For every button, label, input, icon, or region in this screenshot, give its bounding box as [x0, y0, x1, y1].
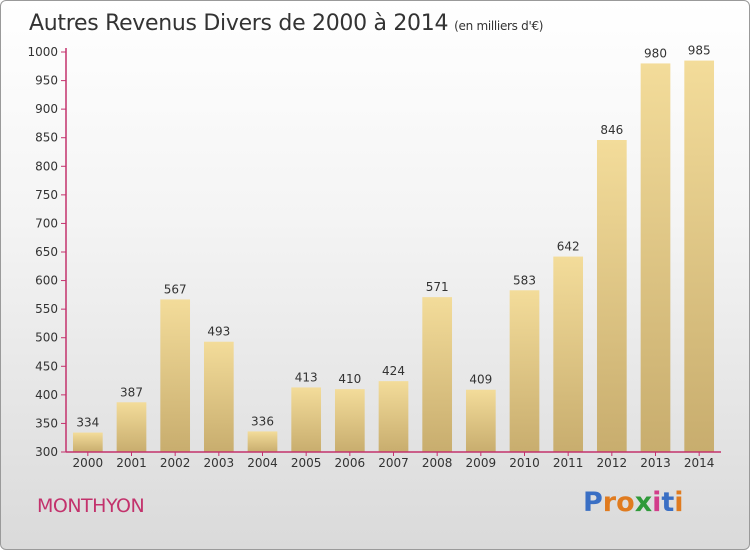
title-text: Autres Revenus Divers de 2000 à 2014 [29, 11, 449, 36]
y-tick-label-700: 700 [35, 216, 58, 230]
logo-letter: i [674, 487, 684, 518]
y-tick-label-400: 400 [35, 388, 58, 402]
bar-2010 [509, 290, 540, 452]
x-tick-label-2000: 2000 [73, 456, 104, 470]
value-label-2010: 583 [513, 273, 536, 287]
value-label-2001: 387 [120, 385, 143, 399]
value-label-2008: 571 [426, 280, 449, 294]
bar-2006 [334, 389, 365, 452]
y-tick-label-550: 550 [35, 302, 58, 316]
value-label-2006: 410 [338, 372, 361, 386]
bar-2013 [640, 63, 671, 453]
y-tick-label-300: 300 [35, 445, 58, 459]
x-tick-label-2005: 2005 [291, 456, 322, 470]
x-tick-label-2008: 2008 [422, 456, 453, 470]
value-label-2013: 980 [644, 46, 667, 60]
logo-letter: o [616, 487, 635, 518]
bar-2011 [553, 256, 584, 452]
x-tick-label-2002: 2002 [160, 456, 191, 470]
x-tick-label-2004: 2004 [247, 456, 278, 470]
bar-2002 [160, 299, 191, 452]
y-tick-label-950: 950 [35, 74, 58, 88]
logo-letter: t [661, 487, 675, 518]
y-tick-label-600: 600 [35, 274, 58, 288]
value-label-2002: 567 [164, 282, 187, 296]
y-tick-label-750: 750 [35, 188, 58, 202]
bar-2009 [465, 389, 496, 452]
y-tick-label-850: 850 [35, 131, 58, 145]
x-tick-label-2010: 2010 [509, 456, 540, 470]
y-tick-label-350: 350 [35, 416, 58, 430]
value-label-2011: 642 [557, 240, 580, 254]
x-tick-label-2007: 2007 [378, 456, 409, 470]
proxiti-logo: Proxiti [583, 487, 684, 518]
bar-2014 [684, 60, 715, 452]
x-tick-label-2001: 2001 [116, 456, 147, 470]
x-tick-label-2011: 2011 [553, 456, 584, 470]
value-label-2009: 409 [469, 373, 492, 387]
chart-subtitle: (en milliers d'€) [454, 19, 544, 33]
value-label-2000: 334 [76, 416, 99, 430]
x-tick-label-2012: 2012 [597, 456, 628, 470]
place-name: MONTHYON [37, 495, 145, 517]
bar-2000 [72, 432, 103, 452]
bar-2005 [291, 387, 322, 452]
value-label-2005: 413 [295, 370, 318, 384]
y-tick-label-1000: 1000 [27, 45, 58, 59]
logo-letter: r [602, 487, 617, 518]
bar-2003 [203, 341, 234, 452]
logo-letter: P [583, 487, 603, 518]
bar-2001 [116, 402, 147, 452]
bar-2012 [596, 140, 627, 452]
y-tick-label-500: 500 [35, 331, 58, 345]
y-tick-label-650: 650 [35, 245, 58, 259]
value-label-2012: 846 [600, 123, 623, 137]
value-label-2003: 493 [207, 325, 230, 339]
chart-title: Autres Revenus Divers de 2000 à 2014 (en … [29, 11, 543, 36]
value-label-2007: 424 [382, 364, 405, 378]
bar-2008 [422, 297, 453, 452]
logo-letter: i [652, 487, 662, 518]
x-tick-label-2003: 2003 [204, 456, 235, 470]
x-tick-label-2006: 2006 [335, 456, 366, 470]
x-tick-label-2013: 2013 [640, 456, 671, 470]
y-tick-label-900: 900 [35, 102, 58, 116]
bar-2004 [247, 431, 278, 452]
y-tick-label-450: 450 [35, 359, 58, 373]
logo-letter: x [634, 487, 653, 518]
bar-2007 [378, 381, 409, 452]
y-tick-label-800: 800 [35, 159, 58, 173]
value-label-2014: 985 [688, 44, 711, 58]
x-tick-label-2009: 2009 [466, 456, 497, 470]
value-label-2004: 336 [251, 414, 274, 428]
x-tick-label-2014: 2014 [684, 456, 715, 470]
